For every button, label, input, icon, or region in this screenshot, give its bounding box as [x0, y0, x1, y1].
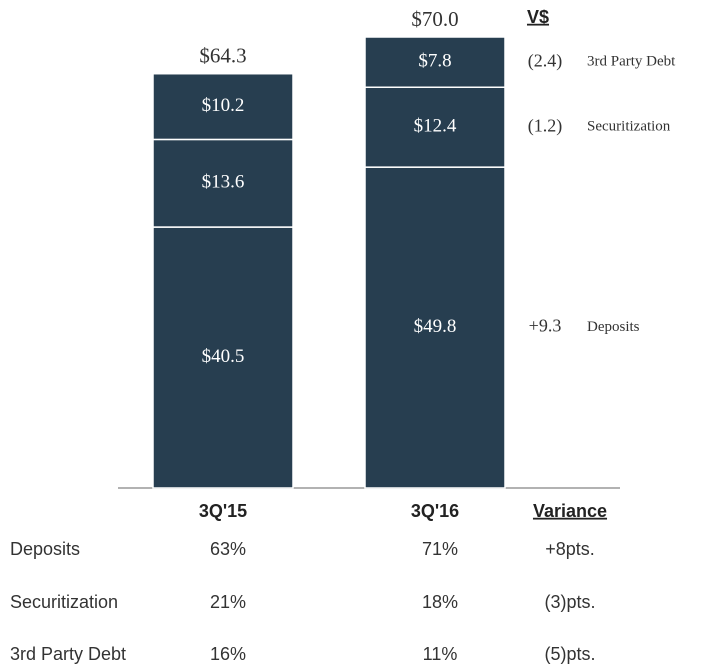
total-label: $64.3: [199, 44, 246, 68]
table-cell: 63%: [210, 539, 246, 559]
category-label: 3Q'16: [411, 501, 459, 521]
segment-label: $7.8: [418, 50, 451, 71]
table-variance: (5)pts.: [544, 644, 595, 664]
bar-segment: [152, 226, 294, 489]
category-label: 3Q'15: [199, 501, 247, 521]
bar-segment: [364, 36, 506, 89]
row-label: Securitization: [10, 592, 118, 612]
table-cell: 16%: [210, 644, 246, 664]
series-name: Securitization: [587, 119, 671, 135]
variance-label: (1.2): [528, 115, 563, 136]
row-label: Deposits: [10, 539, 80, 559]
bar-segment: [152, 138, 294, 228]
segment-label: $13.6: [202, 172, 245, 193]
bar-segment: [364, 166, 506, 489]
bar-segment: [364, 86, 506, 168]
table-variance: +8pts.: [545, 539, 595, 559]
segment-label: $40.5: [202, 346, 245, 367]
table-cell: 21%: [210, 592, 246, 612]
segment-label: $10.2: [202, 95, 245, 116]
table-cell: 11%: [423, 644, 458, 664]
segment-label: $12.4: [414, 116, 457, 137]
variance-header: V$: [527, 7, 549, 27]
row-label: 3rd Party Debt: [10, 644, 126, 664]
series-name: 3rd Party Debt: [587, 54, 676, 70]
table-variance-header: Variance: [533, 501, 607, 521]
variance-label: +9.3: [529, 316, 562, 336]
series-name: Deposits: [587, 319, 640, 335]
table-cell: 71%: [422, 539, 458, 559]
variance-label: (2.4): [528, 50, 563, 71]
total-label: $70.0: [411, 7, 458, 31]
table-variance: (3)pts.: [544, 592, 595, 612]
segment-label: $49.8: [414, 316, 457, 337]
table-cell: 18%: [422, 592, 458, 612]
bar-segment: [152, 72, 294, 141]
